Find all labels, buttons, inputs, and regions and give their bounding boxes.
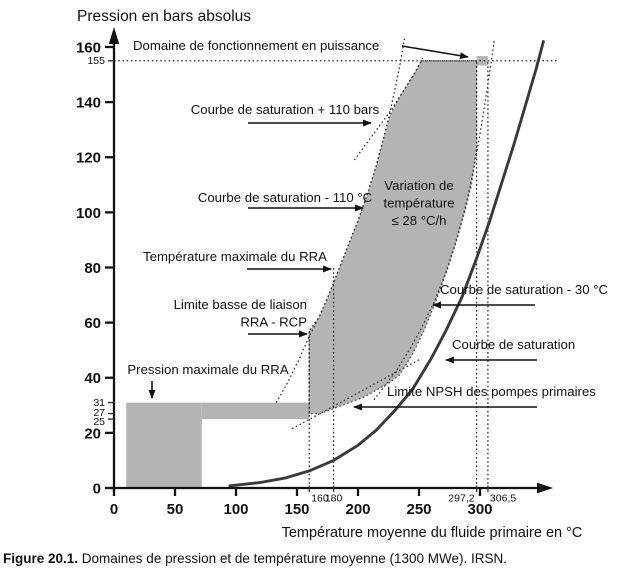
label-npsh: Limite NPSH des pompes primaires (387, 384, 596, 399)
figure-caption-label: Figure 20.1. (3, 551, 79, 566)
label-sat-minus-110: Courbe de saturation - 110 °C (198, 190, 373, 205)
full-power-segment (476, 56, 488, 66)
x-tick-label-150: 150 (284, 501, 309, 518)
saturation-minus-30C (373, 38, 496, 401)
y-tick-label-20: 20 (84, 425, 101, 442)
label-limite-basse: Limite basse de liaison RRA - RCP (174, 297, 308, 330)
x-minor-label-306,5: 306,5 (490, 493, 516, 505)
x-tick-label-100: 100 (223, 501, 248, 518)
x-tick-label-200: 200 (345, 501, 370, 518)
y-tick-label-40: 40 (84, 370, 101, 387)
y-tick-label-120: 120 (76, 150, 101, 167)
figure-caption-text: Domaines de pression et de température m… (78, 551, 507, 566)
saturation-curve (228, 40, 545, 488)
y-tick-label-100: 100 (76, 205, 101, 222)
y-tick-label-160: 160 (76, 39, 101, 56)
y-minor-label-27: 27 (93, 407, 105, 419)
y-tick-label-0: 0 (93, 481, 101, 498)
y-minor-label-31: 31 (93, 397, 105, 409)
npsh-limit (291, 359, 420, 430)
y-tick-label-60: 60 (84, 315, 101, 332)
y-minor-label-155: 155 (87, 55, 105, 67)
x-minor-label-180: 180 (325, 493, 343, 505)
label-domaine-fonctionnement-arrow (401, 45, 469, 60)
label-temp-max-rra: Température maximale du RRA (143, 249, 327, 264)
label-pression-max-rra: Pression maximale du RRA (127, 362, 288, 377)
x-minor-label-160: 160 (311, 493, 329, 505)
label-domaine-fonctionnement: Domaine de fonctionnement en puissance (133, 38, 379, 53)
x-tick-label-0: 0 (110, 501, 118, 518)
label-sat-minus-30: Courbe de saturation - 30 °C (440, 282, 608, 297)
x-tick-label-50: 50 (167, 501, 184, 518)
y-tick-label-80: 80 (84, 260, 101, 277)
y-tick-label-140: 140 (76, 95, 101, 112)
y-axis-arrow (108, 27, 120, 44)
saturation-minus-110C (275, 38, 406, 403)
label-courbe-saturation: Courbe de saturation (452, 337, 575, 352)
x-axis-title: Température moyenne du fluide primaire e… (282, 525, 583, 541)
rra-pressure-strip (201, 402, 310, 420)
x-tick-label-300: 300 (467, 501, 492, 518)
figure-caption: Figure 20.1. Domaines de pression et de … (3, 551, 631, 566)
label-variation-temperature: Variation de température ≤ 28 °C/h (383, 178, 454, 228)
x-tick-label-250: 250 (406, 501, 431, 518)
y-axis-title: Pression en bars absolus (77, 8, 251, 25)
label-sat-plus-110: Courbe de saturation + 110 bars (191, 102, 380, 117)
x-minor-label-297,2: 297,2 (448, 493, 474, 505)
y-minor-label-25: 25 (93, 416, 105, 428)
x-axis-arrow (537, 482, 553, 494)
rra-pressure-rectangle (126, 402, 202, 488)
